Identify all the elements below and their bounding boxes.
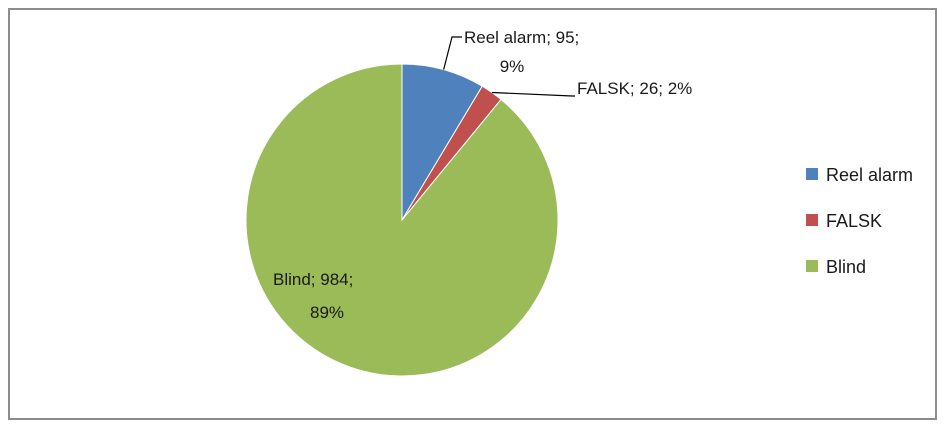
pie-slice-blind xyxy=(245,63,559,377)
legend-swatch-falsk xyxy=(806,214,818,226)
leader-lines xyxy=(443,36,575,97)
leader-line-reel-alarm xyxy=(443,36,462,70)
legend-label-reel-alarm: Reel alarm xyxy=(826,165,913,185)
leader-line-falsk xyxy=(491,91,575,97)
data-label-reel-alarm-line2: 9% xyxy=(500,57,525,76)
pie-slices xyxy=(245,63,559,377)
data-label-falsk: FALSK; 26; 2% xyxy=(577,79,692,98)
legend-label-blind: Blind xyxy=(826,257,866,277)
legend: Reel alarm FALSK Blind xyxy=(806,165,913,277)
legend-swatch-blind xyxy=(806,260,818,272)
data-label-blind-line1: Blind; 984; xyxy=(273,270,353,289)
data-label-blind-line2: 89% xyxy=(310,303,344,322)
pie-slice-reel-alarm xyxy=(401,63,483,222)
legend-label-falsk: FALSK xyxy=(826,211,882,231)
legend-swatch-reel-alarm xyxy=(806,168,818,180)
data-label-reel-alarm-line1: Reel alarm; 95; xyxy=(464,28,579,47)
